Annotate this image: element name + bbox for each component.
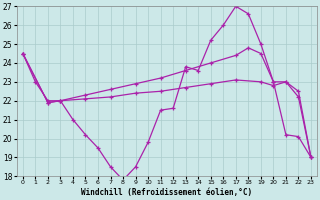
X-axis label: Windchill (Refroidissement éolien,°C): Windchill (Refroidissement éolien,°C): [81, 188, 252, 197]
